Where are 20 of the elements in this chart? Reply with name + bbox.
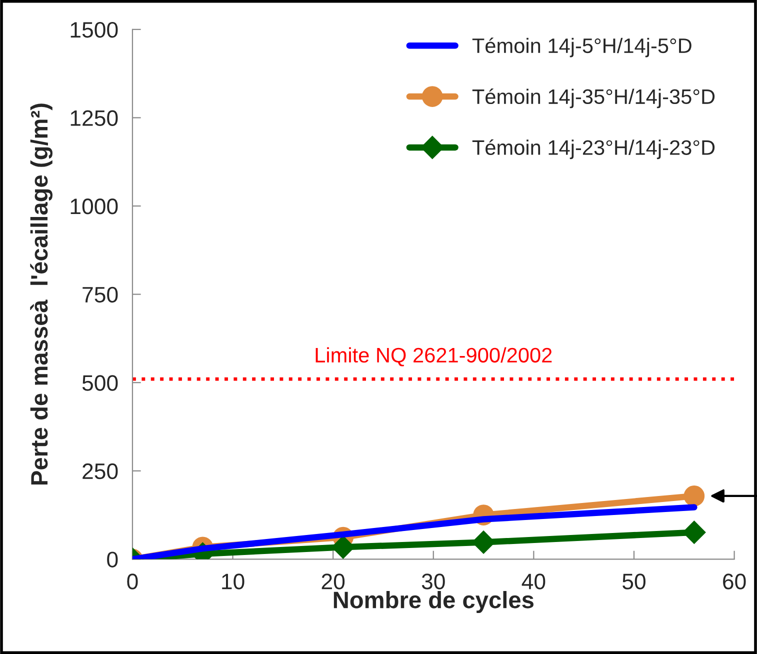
y-tick-label: 1500 [70,22,118,38]
y-tick-label: 1000 [70,198,118,214]
legend-label: Témoin 14j-23°H/14j-23°D [472,139,715,160]
legend-label: Témoin 14j-5°H/14j-5°D [472,38,692,58]
ref-line-label: Limite NQ 2621-900/2002 [316,347,552,366]
y-tick-label: 1250 [70,110,118,126]
x-tick-label: 0 [127,574,138,590]
x-tick-label: 10 [222,574,244,590]
x-tick-label: 50 [622,574,646,590]
y-tick-label: 250 [82,463,118,480]
y-tick-label: 750 [82,286,118,303]
y-axis-title: Perte de masseà l'écaillage (g/m²) [30,104,52,484]
legend-label: Témoin 14j-35°H/14j-35°D [472,88,715,108]
x-tick-label: 30 [422,574,445,590]
y-tick-label: 500 [82,375,118,391]
y-tick-label: 0 [107,552,118,568]
x-tick-label: 20 [322,574,345,590]
x-axis-title: Nombre de cycles [334,590,534,614]
x-tick-label: 40 [522,574,546,590]
x-tick-label: 60 [723,574,746,590]
